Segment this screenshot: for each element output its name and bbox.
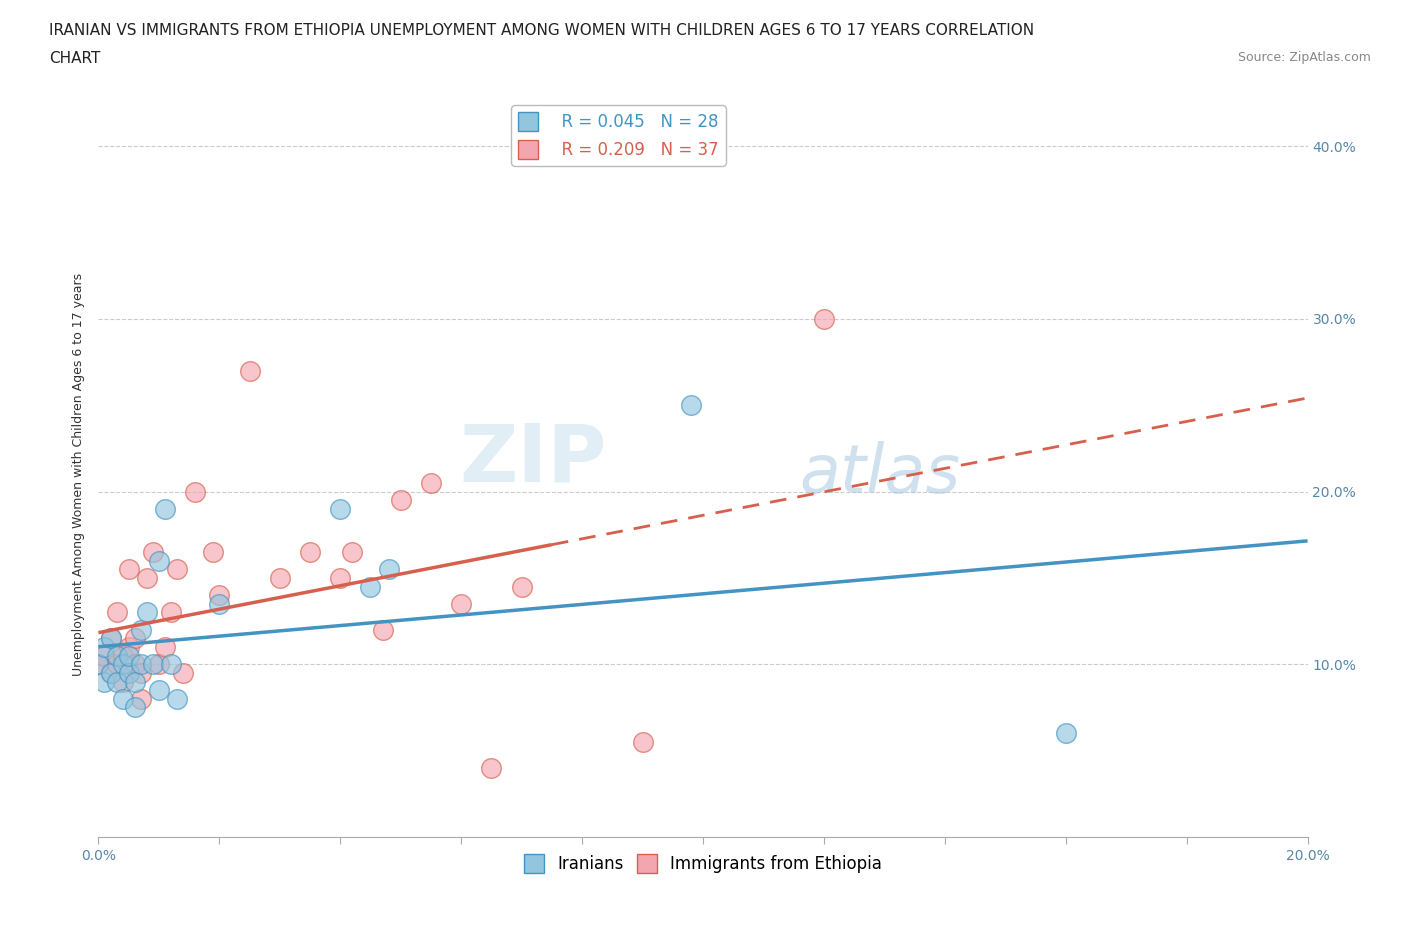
Text: CHART: CHART	[49, 51, 101, 66]
Point	[269, 570, 291, 585]
Point	[124, 631, 146, 645]
Point	[135, 570, 157, 585]
Point	[420, 475, 443, 490]
Point	[142, 545, 165, 560]
Point	[389, 493, 412, 508]
Point	[105, 605, 128, 620]
Point	[93, 640, 115, 655]
Point	[129, 622, 152, 637]
Point	[129, 657, 152, 671]
Point	[450, 596, 472, 611]
Point	[153, 640, 176, 655]
Point	[208, 588, 231, 603]
Text: atlas: atlas	[800, 442, 960, 507]
Text: IRANIAN VS IMMIGRANTS FROM ETHIOPIA UNEMPLOYMENT AMONG WOMEN WITH CHILDREN AGES : IRANIAN VS IMMIGRANTS FROM ETHIOPIA UNEM…	[49, 23, 1035, 38]
Point	[100, 666, 122, 681]
Point	[202, 545, 225, 560]
Text: Source: ZipAtlas.com: Source: ZipAtlas.com	[1237, 51, 1371, 64]
Point	[813, 312, 835, 326]
Point	[118, 666, 141, 681]
Point	[377, 562, 399, 577]
Point	[87, 657, 110, 671]
Point	[100, 631, 122, 645]
Point	[360, 579, 382, 594]
Point	[160, 657, 183, 671]
Point	[160, 605, 183, 620]
Point	[148, 553, 170, 568]
Point	[135, 605, 157, 620]
Point	[105, 648, 128, 663]
Point	[100, 631, 122, 645]
Point	[111, 648, 134, 663]
Point	[118, 562, 141, 577]
Point	[148, 657, 170, 671]
Point	[679, 398, 702, 413]
Point	[153, 501, 176, 516]
Point	[166, 691, 188, 706]
Point	[481, 761, 503, 776]
Point	[87, 657, 110, 671]
Point	[93, 648, 115, 663]
Point	[329, 501, 352, 516]
Point	[1054, 726, 1077, 741]
Point	[148, 683, 170, 698]
Point	[118, 640, 141, 655]
Point	[142, 657, 165, 671]
Point	[129, 691, 152, 706]
Point	[371, 622, 394, 637]
Point	[124, 657, 146, 671]
Point	[124, 674, 146, 689]
Y-axis label: Unemployment Among Women with Children Ages 6 to 17 years: Unemployment Among Women with Children A…	[72, 272, 86, 676]
Point	[129, 666, 152, 681]
Point	[100, 666, 122, 681]
Point	[118, 648, 141, 663]
Point	[166, 562, 188, 577]
Point	[239, 364, 262, 379]
Point	[111, 657, 134, 671]
Point	[299, 545, 322, 560]
Point	[631, 735, 654, 750]
Legend: Iranians, Immigrants from Ethiopia: Iranians, Immigrants from Ethiopia	[517, 847, 889, 880]
Point	[208, 596, 231, 611]
Point	[124, 700, 146, 715]
Point	[329, 570, 352, 585]
Point	[105, 674, 128, 689]
Point	[111, 691, 134, 706]
Point	[111, 674, 134, 689]
Text: ZIP: ZIP	[458, 420, 606, 498]
Point	[105, 657, 128, 671]
Point	[184, 485, 207, 499]
Point	[342, 545, 364, 560]
Point	[172, 666, 194, 681]
Point	[93, 674, 115, 689]
Point	[510, 579, 533, 594]
